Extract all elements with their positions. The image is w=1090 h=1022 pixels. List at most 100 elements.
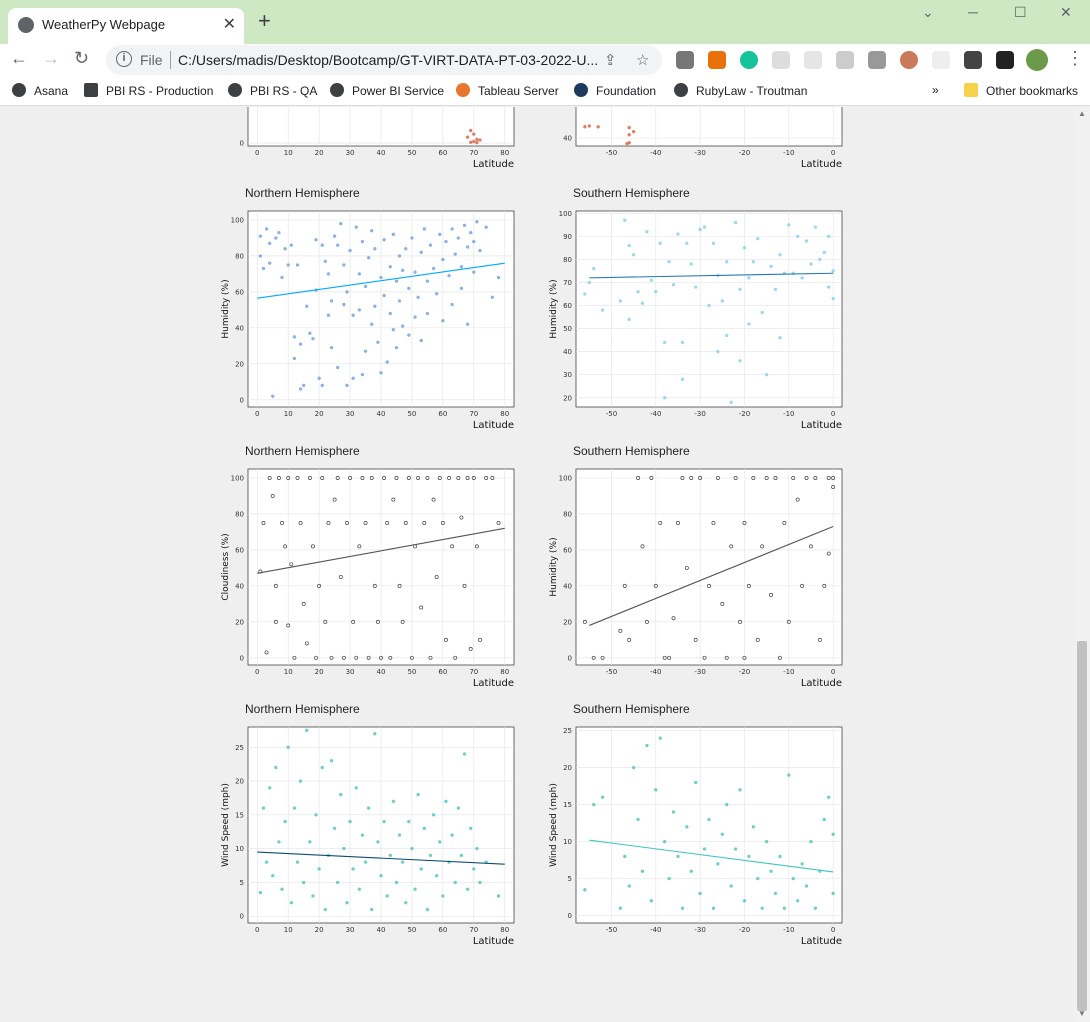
- data-point: [787, 773, 791, 777]
- regression-line: [589, 839, 834, 873]
- puzzle-icon[interactable]: [964, 51, 982, 69]
- data-point: [450, 833, 454, 837]
- data-point: [447, 476, 451, 480]
- data-point: [413, 270, 417, 274]
- extension-icon[interactable]: [772, 51, 790, 69]
- data-point: [413, 887, 417, 891]
- data-point: [308, 331, 312, 335]
- close-window-button[interactable]: ✕: [1060, 4, 1072, 20]
- data-point: [711, 241, 716, 245]
- minimize-button[interactable]: ─: [968, 4, 978, 20]
- bookmark-foundation[interactable]: Foundation: [574, 83, 656, 98]
- bookmark-tableau-server[interactable]: Tableau Server: [456, 83, 559, 98]
- data-point: [323, 259, 327, 263]
- data-point: [428, 243, 433, 247]
- reload-button[interactable]: ↻: [74, 48, 90, 68]
- x-tick-label: 0: [255, 410, 259, 418]
- back-button[interactable]: ←: [10, 48, 28, 68]
- grammarly-icon[interactable]: [740, 51, 758, 69]
- extension-icon[interactable]: [676, 51, 694, 69]
- data-point: [822, 250, 826, 255]
- data-point: [662, 655, 667, 660]
- data-point: [298, 342, 303, 346]
- data-point: [295, 860, 300, 864]
- data-point: [711, 520, 716, 525]
- tab-weatherpy[interactable]: WeatherPy Webpage ✕: [8, 8, 244, 44]
- y-tick-label: 0: [240, 396, 244, 404]
- data-point: [385, 894, 389, 898]
- data-point: [261, 806, 266, 810]
- y-tick-label: 0: [240, 140, 244, 148]
- page-content: 0 10 20 30 40 50 60 70 80 0 Latitude -50 -40 -30 -20 -1…: [0, 107, 1074, 1022]
- regression-line: [589, 526, 834, 626]
- address-bar[interactable]: i File C:/Users/madis/Desktop/Bootcamp/G…: [106, 45, 662, 75]
- data-point: [831, 891, 835, 896]
- x-tick-label: -40: [650, 668, 661, 676]
- data-point: [345, 290, 349, 294]
- data-point: [711, 906, 716, 910]
- json-icon[interactable]: [932, 51, 950, 69]
- extension-icon[interactable]: [900, 51, 918, 69]
- data-point: [707, 303, 711, 308]
- data-point: [320, 765, 324, 770]
- data-point: [314, 238, 318, 242]
- data-point: [326, 313, 331, 317]
- panel-title: Northern Hemisphere: [245, 702, 360, 716]
- data-point: [363, 284, 368, 289]
- bookmark-rubylaw[interactable]: RubyLaw - Troutman: [674, 83, 807, 98]
- star-icon[interactable]: ☆: [636, 52, 650, 69]
- bookmark-asana[interactable]: Asana: [12, 83, 68, 98]
- bookmark-other[interactable]: Other bookmarks: [964, 83, 1078, 98]
- chevron-down-icon[interactable]: ⌄: [922, 4, 934, 20]
- data-point: [311, 337, 315, 341]
- extension-icon[interactable]: [708, 51, 726, 69]
- extension-icon[interactable]: [868, 51, 886, 69]
- y-tick-label: 80: [563, 510, 572, 518]
- data-point: [339, 792, 343, 797]
- data-point: [640, 869, 645, 873]
- bookmark-power-bi-service[interactable]: Power BI Service: [330, 83, 444, 98]
- data-point: [465, 476, 470, 480]
- new-tab-button[interactable]: +: [258, 8, 271, 33]
- scroll-up-arrow[interactable]: ▲: [1078, 109, 1086, 118]
- data-point: [375, 619, 380, 624]
- extension-icon[interactable]: [804, 51, 822, 69]
- scrollbar[interactable]: ▲ ▼: [1074, 107, 1090, 1022]
- info-icon[interactable]: i: [116, 51, 132, 67]
- url-text[interactable]: C:/Users/madis/Desktop/Bootcamp/GT-VIRT-…: [178, 52, 598, 68]
- y-tick-label: 20: [235, 618, 244, 626]
- data-point: [747, 322, 751, 326]
- data-point: [317, 867, 321, 871]
- bookmark-pbi-rs-production[interactable]: PBI RS - Production: [84, 83, 213, 98]
- y-tick-label: 0: [240, 913, 244, 921]
- sidepanel-icon[interactable]: [996, 51, 1014, 69]
- scroll-down-arrow[interactable]: ▼: [1078, 1009, 1086, 1018]
- data-point: [831, 296, 835, 301]
- extension-icon[interactable]: [836, 51, 854, 69]
- data-point: [450, 544, 455, 549]
- data-point: [645, 743, 649, 748]
- x-tick-label: -10: [783, 668, 794, 676]
- y-tick-label: 60: [235, 288, 244, 296]
- y-axis-label: Humidity (%): [549, 279, 559, 338]
- menu-icon[interactable]: ⋮: [1066, 48, 1084, 68]
- regression-line: [257, 527, 505, 574]
- forward-button[interactable]: →: [42, 48, 60, 68]
- avatar[interactable]: [1026, 49, 1048, 71]
- chevron-right-icon[interactable]: »: [932, 83, 939, 97]
- data-point: [295, 263, 300, 267]
- data-point: [419, 338, 423, 343]
- data-point: [280, 520, 284, 525]
- data-point: [813, 225, 818, 229]
- data-point: [702, 225, 707, 229]
- data-point: [733, 847, 738, 851]
- data-point: [459, 515, 464, 520]
- x-tick-label: -30: [694, 926, 705, 934]
- scroll-thumb[interactable]: [1077, 641, 1087, 1011]
- data-point: [742, 899, 747, 903]
- close-icon[interactable]: ✕: [222, 16, 236, 33]
- maximize-button[interactable]: ☐: [1014, 4, 1027, 20]
- y-tick-label: 15: [563, 801, 572, 809]
- share-icon[interactable]: ⇪: [604, 52, 617, 69]
- bookmark-pbi-rs-qa[interactable]: PBI RS - QA: [228, 83, 317, 98]
